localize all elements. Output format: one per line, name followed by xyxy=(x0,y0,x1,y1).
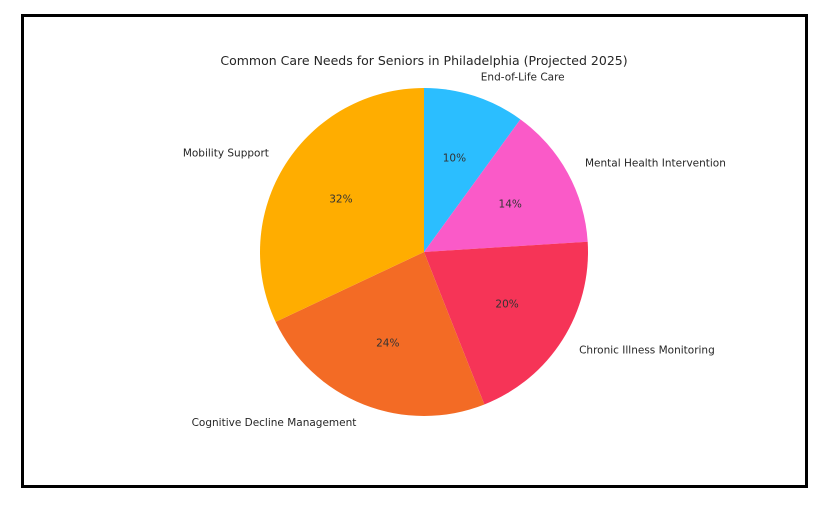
slice-label-end-of-life-care: End-of-Life Care xyxy=(481,71,565,83)
pct-label-end-of-life-care: 10% xyxy=(443,152,466,164)
pie-slice-mental-health-intervention xyxy=(424,119,588,252)
pie-slice-chronic-illness-monitoring xyxy=(424,241,589,405)
slice-label-chronic-illness-monitoring: Chronic Illness Monitoring xyxy=(579,344,715,356)
pct-label-cognitive-decline-management: 24% xyxy=(376,338,399,350)
slice-label-mobility-support: Mobility Support xyxy=(183,148,269,160)
pct-label-mobility-support: 32% xyxy=(329,193,352,205)
slice-label-cognitive-decline-management: Cognitive Decline Management xyxy=(192,417,357,429)
pie-slice-cognitive-decline-management xyxy=(275,252,485,416)
pie-slice-end-of-life-care xyxy=(424,88,521,252)
slice-label-mental-health-intervention: Mental Health Intervention xyxy=(585,158,726,170)
pie-slice-mobility-support xyxy=(260,88,424,322)
pct-label-mental-health-intervention: 14% xyxy=(499,199,522,211)
pct-label-chronic-illness-monitoring: 20% xyxy=(495,299,518,311)
chart-title: Common Care Needs for Seniors in Philade… xyxy=(220,53,627,68)
